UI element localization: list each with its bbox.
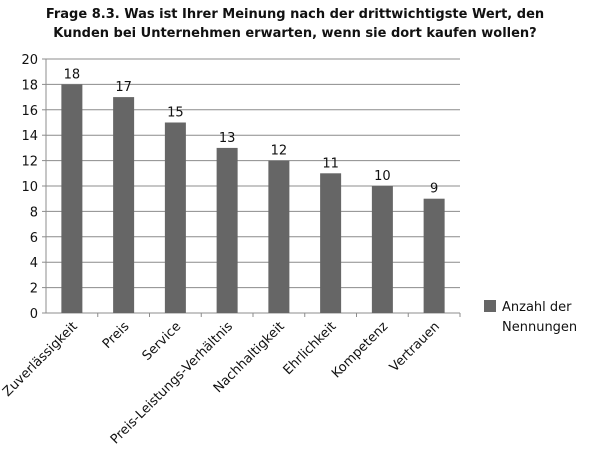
- legend-label: Anzahl der Nennungen: [502, 300, 578, 335]
- data-label: 9: [430, 182, 438, 197]
- y-tick-label: 12: [21, 155, 38, 170]
- y-tick-label: 4: [30, 256, 38, 271]
- legend-swatch: [484, 300, 496, 312]
- y-tick-label: 2: [30, 282, 38, 297]
- bar: [216, 147, 238, 313]
- data-label: 12: [271, 144, 288, 159]
- data-label: 18: [64, 67, 81, 82]
- x-tick-label: Service: [140, 319, 185, 364]
- bar: [320, 173, 342, 313]
- data-label: 17: [115, 80, 132, 95]
- bar: [164, 122, 186, 313]
- data-label: 11: [322, 156, 339, 171]
- chart-title: Frage 8.3. Was ist Ihrer Meinung nach de…: [45, 7, 545, 41]
- bar: [113, 97, 135, 313]
- bar: [61, 84, 83, 314]
- y-tick-label: 14: [21, 129, 38, 144]
- y-tick-label: 18: [21, 78, 38, 93]
- y-tick-label: 6: [30, 231, 38, 246]
- x-tick-label: Zuverlässigkeit: [0, 319, 81, 400]
- y-tick-label: 20: [21, 53, 38, 68]
- data-label: 13: [219, 131, 236, 146]
- x-tick-label: Kompetenz: [329, 319, 391, 381]
- y-tick-label: 10: [21, 180, 38, 195]
- x-tick-label: Vertrauen: [387, 319, 443, 375]
- y-tick-label: 16: [21, 104, 38, 119]
- bar: [371, 186, 393, 313]
- y-tick-label: 0: [30, 307, 38, 322]
- x-tick-label: Preis: [100, 319, 133, 352]
- bar: [423, 198, 445, 313]
- data-label: 10: [374, 169, 391, 184]
- bar: [268, 160, 290, 313]
- y-tick-label: 8: [30, 205, 38, 220]
- data-label: 15: [167, 106, 184, 121]
